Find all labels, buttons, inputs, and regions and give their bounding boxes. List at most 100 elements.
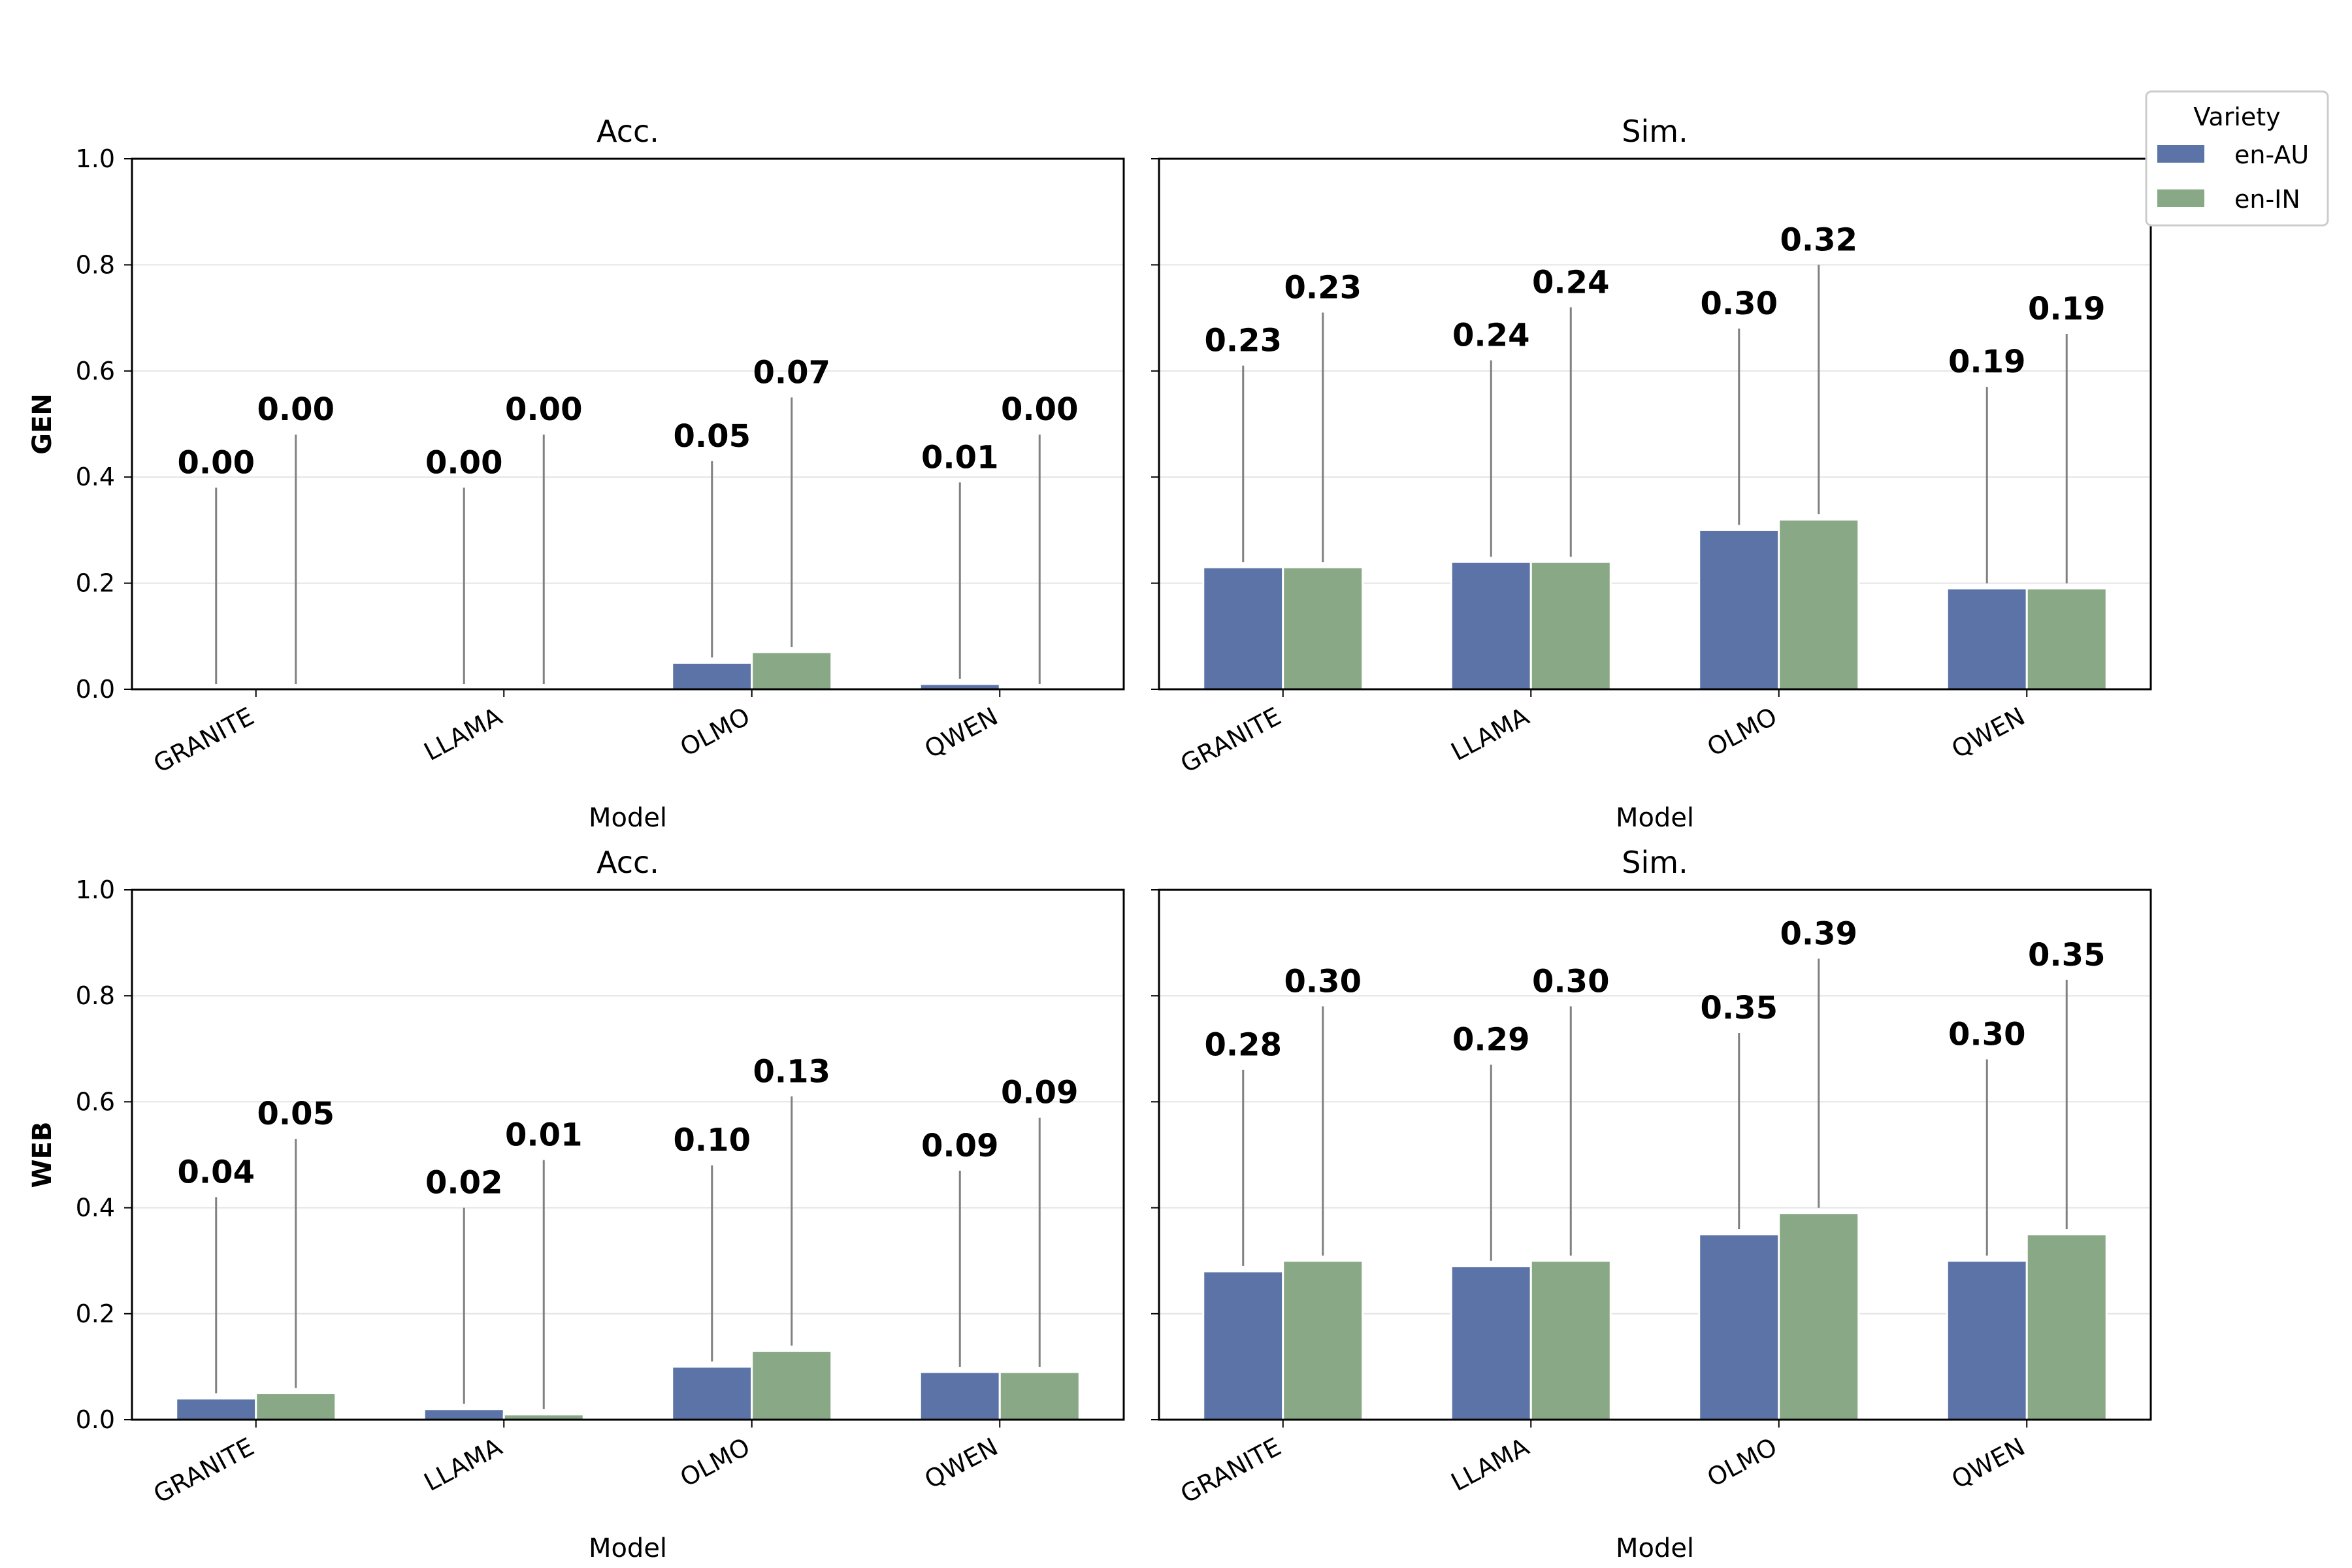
y-tick-label: 0.8 [76, 250, 115, 279]
legend-label-en-in: en-IN [2234, 185, 2300, 214]
value-label: 0.04 [178, 1154, 255, 1190]
bar-en-au-olmo [671, 1365, 753, 1421]
x-tick-label: OLMO [1703, 702, 1782, 762]
bar-en-in-olmo [751, 651, 833, 691]
chart-panel: 0.280.30GRANITE0.290.30LLAMA0.350.39OLMO… [1151, 845, 2152, 1563]
bar-en-in-llama [1529, 1260, 1612, 1421]
value-label: 0.35 [2028, 937, 2105, 973]
value-label: 0.01 [921, 439, 998, 476]
y-tick-label: 0.6 [76, 357, 115, 385]
bar-en-au-llama [423, 1408, 505, 1421]
value-label: 0.00 [178, 444, 255, 481]
panel-title: Sim. [1622, 845, 1688, 880]
legend: Variety en-AU en-IN [2145, 90, 2329, 227]
y-tick-label: 0.6 [76, 1087, 115, 1116]
value-label: 0.00 [505, 391, 582, 428]
x-tick-label: OLMO [676, 702, 755, 762]
x-axis-label: Model [589, 1533, 667, 1563]
value-label: 0.05 [674, 418, 751, 455]
value-label: 0.28 [1205, 1027, 1282, 1064]
y-tick-label: 0.4 [76, 463, 115, 491]
value-label: 0.09 [1001, 1075, 1078, 1111]
value-label: 0.09 [921, 1128, 998, 1164]
bar-en-au-llama [1450, 1265, 1532, 1421]
value-label: 0.32 [1780, 221, 1857, 258]
value-label: 0.00 [1001, 391, 1078, 428]
y-tick-label: 1.0 [76, 144, 115, 173]
bar-en-au-granite [1202, 566, 1284, 691]
bar-en-au-llama [1450, 561, 1532, 691]
bar-en-au-olmo [1698, 529, 1780, 691]
value-label: 0.30 [1948, 1017, 2025, 1053]
value-label: 0.35 [1701, 990, 1778, 1026]
x-tick-label: OLMO [1703, 1432, 1782, 1492]
x-tick-label: QWEN [920, 702, 1003, 764]
bar-en-in-granite [255, 1392, 337, 1421]
bar-en-in-olmo [1778, 518, 1860, 691]
value-label: 0.10 [674, 1122, 751, 1159]
value-label: 0.07 [753, 354, 830, 391]
bar-en-au-qwen [919, 1371, 1001, 1421]
legend-label-en-au: en-AU [2234, 140, 2309, 169]
x-tick-label: QWEN [920, 1432, 1003, 1494]
x-axis-label: Model [1616, 803, 1694, 833]
value-label: 0.30 [1532, 963, 1609, 1000]
bar-en-in-llama [1529, 561, 1612, 691]
panel-title: Sim. [1622, 114, 1688, 149]
axes-frame [1158, 157, 2152, 691]
x-tick-label: LLAMA [419, 702, 507, 766]
value-label: 0.05 [257, 1096, 335, 1132]
bar-en-in-olmo [751, 1350, 833, 1421]
x-tick-label: OLMO [676, 1432, 755, 1492]
bar-en-in-qwen [2025, 587, 2108, 691]
bar-en-in-granite [1282, 1260, 1364, 1421]
x-tick-label: LLAMA [1446, 702, 1534, 766]
x-tick-label: QWEN [1947, 1432, 2030, 1494]
legend-title: Variety [2193, 103, 2280, 131]
chart-panel: 0.00.20.40.60.81.00.000.00GRANITE0.000.0… [27, 114, 1125, 833]
value-label: 0.39 [1780, 915, 1857, 952]
y-axis-label: GEN [27, 393, 57, 455]
bar-en-in-granite [1282, 566, 1364, 691]
value-label: 0.00 [425, 444, 502, 481]
bar-en-in-qwen [2025, 1233, 2108, 1421]
x-tick-label: LLAMA [1446, 1432, 1534, 1497]
value-label: 0.19 [2028, 291, 2105, 327]
value-label: 0.24 [1452, 318, 1529, 354]
bar-en-in-qwen [998, 1371, 1081, 1421]
y-tick-label: 0.2 [76, 1299, 115, 1328]
value-label: 0.19 [1948, 344, 2025, 380]
value-label: 0.30 [1701, 286, 1778, 322]
y-tick-label: 0.2 [76, 569, 115, 598]
y-axis-label: WEB [27, 1122, 57, 1188]
legend-swatch-en-au [2157, 145, 2204, 163]
bar-en-au-granite [1202, 1270, 1284, 1421]
bar-en-au-olmo [1698, 1233, 1780, 1421]
x-tick-label: GRANITE [149, 1432, 259, 1509]
y-tick-label: 0.0 [76, 1405, 115, 1434]
x-tick-label: GRANITE [1176, 702, 1286, 778]
x-tick-label: GRANITE [1176, 1432, 1286, 1509]
chart-panel: 0.230.23 GRANITE 0.240.24 LLAMA 0.300.32 OLMO… [1151, 114, 2152, 833]
y-tick-label: 0.8 [76, 981, 115, 1010]
value-label: 0.23 [1284, 269, 1362, 306]
x-axis-label: Model [1616, 1533, 1694, 1563]
bar-en-au-granite [175, 1397, 257, 1421]
bar-en-au-qwen [1946, 587, 2028, 691]
x-tick-label: GRANITE [149, 702, 259, 778]
value-label: 0.00 [257, 391, 335, 428]
axes-frame [131, 157, 1125, 691]
bar-en-au-qwen [1946, 1260, 2028, 1421]
chart-panel: 0.00.20.40.60.81.00.040.05GRANITE0.020.0… [27, 845, 1125, 1563]
bar-en-au-olmo [671, 661, 753, 691]
legend-swatch-en-in [2157, 189, 2204, 207]
panel-title: Acc. [596, 845, 659, 880]
x-tick-label: QWEN [1947, 702, 2030, 764]
value-label: 0.30 [1284, 963, 1362, 1000]
y-tick-label: 1.0 [76, 875, 115, 904]
y-tick-label: 0.0 [76, 675, 115, 704]
panel-title: Acc. [596, 114, 659, 149]
x-axis-label: Model [589, 803, 667, 833]
value-label: 0.02 [425, 1165, 502, 1201]
